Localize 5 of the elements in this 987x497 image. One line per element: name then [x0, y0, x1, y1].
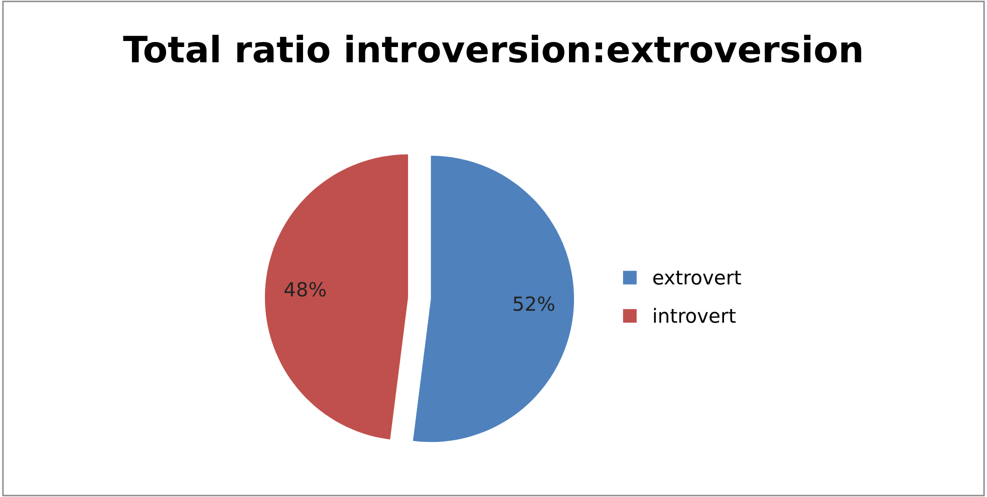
legend-label: extrovert [653, 270, 742, 285]
data-label: 48% [284, 282, 326, 297]
data-label: 52% [514, 296, 554, 312]
chart-title: Total ratio introversion:extroversion [123, 34, 862, 63]
legend-label: introvert [654, 308, 736, 323]
